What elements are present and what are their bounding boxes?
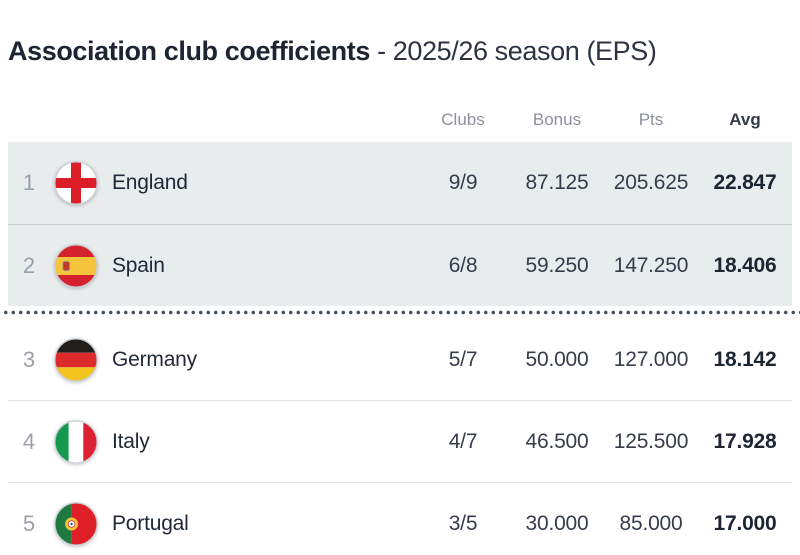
portugal-flag-icon: [54, 502, 98, 546]
table-row-germany[interactable]: 3 Germany 5/7 50.000 127.000 18.142: [8, 319, 792, 401]
bonus-value: 87.125: [525, 171, 589, 194]
clubs-value: 5/7: [448, 347, 478, 371]
country-name: Germany: [112, 347, 197, 371]
avg-value: 18.406: [713, 253, 777, 277]
team-cell: England: [50, 161, 416, 205]
avg-value: 17.928: [713, 429, 777, 453]
bonus-value: 46.500: [525, 429, 589, 453]
team-cell: Portugal: [50, 502, 416, 546]
table-row-england[interactable]: 1 England 9/9 87.125 205.625 22.847: [8, 142, 792, 224]
team-cell: Italy: [50, 419, 416, 464]
clubs-value: 6/8: [448, 253, 478, 277]
country-name: England: [112, 171, 188, 194]
country-name: Portugal: [112, 512, 189, 535]
avg-value: 22.847: [713, 171, 777, 194]
england-flag-icon: [54, 161, 98, 205]
bonus-value: 59.250: [525, 253, 589, 277]
germany-flag-icon: [54, 337, 98, 382]
rank: 3: [22, 346, 36, 372]
header-avg: Avg: [729, 110, 761, 129]
spain-flag-icon: [54, 243, 98, 288]
italy-flag-icon: [54, 419, 98, 464]
rank: 2: [22, 252, 36, 278]
clubs-value: 4/7: [448, 429, 478, 453]
rank: 4: [22, 428, 36, 454]
bonus-value: 30.000: [525, 512, 589, 535]
team-cell: Germany: [50, 337, 416, 382]
header-pts: Pts: [638, 110, 664, 129]
table-row-spain[interactable]: 2 Spain 6/8 59.250 147.250 18.406: [8, 224, 792, 306]
rank: 1: [22, 170, 36, 195]
pts-value: 147.250: [613, 253, 689, 277]
pts-value: 85.000: [619, 512, 683, 535]
title-season: - 2025/26 season (EPS): [377, 36, 657, 66]
table-header: Clubs Bonus Pts Avg: [8, 108, 792, 130]
table-body: 1 England 9/9 87.125 205.625 22.847: [0, 142, 800, 555]
clubs-value: 3/5: [448, 512, 478, 535]
pts-value: 125.500: [613, 429, 689, 453]
page-title: Association club coefficients - 2025/26 …: [8, 36, 792, 66]
clubs-value: 9/9: [448, 171, 478, 194]
bonus-value: 50.000: [525, 347, 589, 371]
team-cell: Spain: [50, 243, 416, 288]
table-row-portugal[interactable]: 5 Portugal 3/5 30.000 85.000: [8, 483, 792, 555]
avg-value: 18.142: [713, 347, 777, 371]
header-bonus: Bonus: [532, 110, 582, 129]
title-main: Association club coefficients: [8, 36, 370, 66]
table-row-italy[interactable]: 4 Italy 4/7 46.500 125.500 17.928: [8, 401, 792, 483]
country-name: Spain: [112, 253, 165, 277]
pts-value: 127.000: [613, 347, 689, 371]
pts-value: 205.625: [613, 171, 689, 194]
country-name: Italy: [112, 429, 150, 453]
avg-value: 17.000: [713, 512, 777, 535]
qualification-cutoff-line: [0, 310, 800, 315]
rank: 5: [22, 511, 36, 536]
header-clubs: Clubs: [441, 110, 485, 129]
